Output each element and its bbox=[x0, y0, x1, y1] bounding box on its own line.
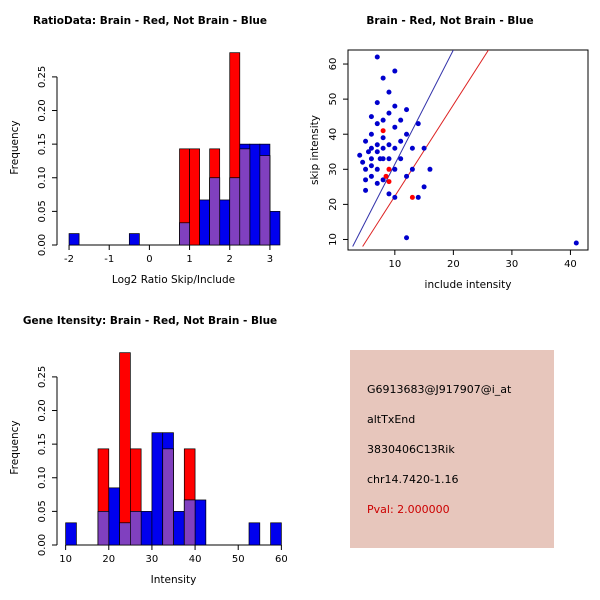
scatter-points-brain bbox=[380, 128, 415, 200]
svg-text:40: 40 bbox=[189, 554, 202, 565]
svg-text:0.20: 0.20 bbox=[37, 99, 48, 121]
svg-text:40: 40 bbox=[564, 259, 577, 270]
x-axis-label: include intensity bbox=[425, 279, 512, 291]
ratio-histogram-panel: RatioData: Brain - Red, Not Brain - Blue… bbox=[9, 15, 281, 286]
svg-text:0.05: 0.05 bbox=[37, 200, 48, 222]
axes: 10 20 30 40 10 20 30 40 50 60 bbox=[328, 58, 577, 270]
svg-text:50: 50 bbox=[328, 93, 339, 106]
splice-event-type-text: altTxEnd bbox=[367, 413, 416, 426]
x-axis-label: Log2 Ratio Skip/Include bbox=[112, 274, 235, 286]
gene-info-box: G6913683@J917907@i_at altTxEnd 3830406C1… bbox=[350, 350, 554, 548]
gene-symbol-text: 3830406C13Rik bbox=[367, 443, 455, 456]
svg-text:40: 40 bbox=[328, 128, 339, 141]
svg-text:-1: -1 bbox=[104, 254, 114, 265]
svg-text:0.10: 0.10 bbox=[37, 467, 48, 489]
svg-text:10: 10 bbox=[388, 259, 401, 270]
y-axis-label: skip intensity bbox=[309, 115, 321, 185]
svg-text:10: 10 bbox=[59, 554, 72, 565]
svg-text:0.00: 0.00 bbox=[37, 234, 48, 256]
svg-text:0.20: 0.20 bbox=[37, 399, 48, 421]
plot-box bbox=[347, 49, 589, 251]
svg-text:60: 60 bbox=[328, 58, 339, 71]
x-axis-label: Intensity bbox=[151, 574, 197, 586]
svg-text:-2: -2 bbox=[64, 254, 74, 265]
y-axis-label: Frequency bbox=[9, 120, 21, 174]
svg-text:0.05: 0.05 bbox=[37, 500, 48, 522]
svg-text:0.15: 0.15 bbox=[37, 133, 48, 155]
svg-text:60: 60 bbox=[275, 554, 288, 565]
svg-text:30: 30 bbox=[146, 554, 159, 565]
svg-text:0.10: 0.10 bbox=[37, 167, 48, 189]
svg-text:30: 30 bbox=[328, 163, 339, 176]
intensity-scatter-panel: Brain - Red, Not Brain - Blue include int… bbox=[309, 15, 589, 291]
svg-text:20: 20 bbox=[447, 259, 460, 270]
histogram-bars bbox=[65, 352, 282, 546]
gene-intensity-histogram-panel: Gene Itensity: Brain - Red, Not Brain - … bbox=[9, 315, 288, 586]
scatter-points-not-brain bbox=[357, 54, 579, 246]
svg-text:2: 2 bbox=[227, 254, 233, 265]
svg-text:10: 10 bbox=[328, 233, 339, 246]
chart-title: RatioData: Brain - Red, Not Brain - Blue bbox=[33, 15, 267, 27]
svg-text:50: 50 bbox=[232, 554, 245, 565]
svg-text:0.25: 0.25 bbox=[37, 66, 48, 88]
svg-text:20: 20 bbox=[328, 198, 339, 211]
svg-text:30: 30 bbox=[506, 259, 519, 270]
svg-text:3: 3 bbox=[267, 254, 273, 265]
svg-text:0.15: 0.15 bbox=[37, 433, 48, 455]
y-axis-label: Frequency bbox=[9, 420, 21, 474]
chart-title: Brain - Red, Not Brain - Blue bbox=[366, 15, 533, 27]
locus-text: chr14.7420-1.16 bbox=[367, 473, 459, 486]
axes: 10 20 30 40 50 60 0.00 0.05 0.10 0.15 0.20 0.25 bbox=[37, 366, 288, 565]
pval-text: Pval: 2.000000 bbox=[367, 503, 450, 516]
svg-text:1: 1 bbox=[186, 254, 192, 265]
info-panel: G6913683@J917907@i_at altTxEnd 3830406C1… bbox=[300, 300, 600, 600]
svg-text:20: 20 bbox=[102, 554, 115, 565]
svg-text:0.25: 0.25 bbox=[37, 366, 48, 388]
probe-id-text: G6913683@J917907@i_at bbox=[367, 383, 512, 396]
axes: -2 -1 0 1 2 3 0.00 0.05 0.10 0.15 0.20 0.25 bbox=[37, 66, 273, 265]
histogram-bars bbox=[68, 52, 281, 246]
svg-text:0.00: 0.00 bbox=[37, 534, 48, 556]
chart-title: Gene Itensity: Brain - Red, Not Brain - … bbox=[23, 315, 277, 327]
svg-text:0: 0 bbox=[146, 254, 152, 265]
